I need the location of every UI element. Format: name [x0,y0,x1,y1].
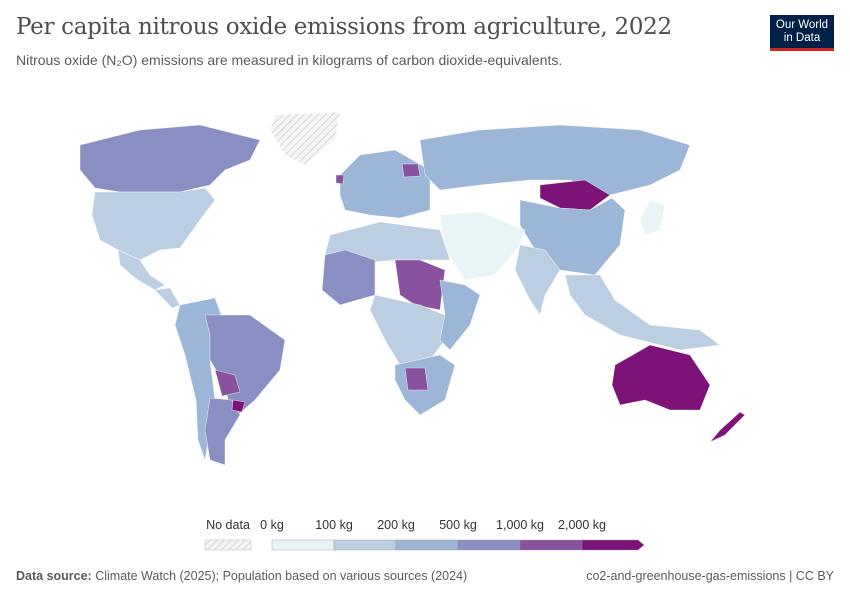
legend-tick-label: 100 kg [315,518,353,532]
legend-bin[interactable] [581,539,645,551]
country-uruguay[interactable] [231,399,246,413]
country-india[interactable] [514,244,561,316]
country-paraguay[interactable] [214,369,241,397]
country-australia[interactable] [611,344,711,411]
country-east-africa[interactable] [439,279,481,351]
country-russia[interactable] [419,124,691,196]
logo-line2: in Data [783,32,821,44]
legend-tick-label: 1,000 kg [496,518,544,532]
footer-right[interactable]: co2-and-greenhouse-gas-emissions | CC BY [586,569,834,583]
legend-tick-label: 200 kg [377,518,415,532]
country-brazil[interactable] [204,314,286,421]
world-map [79,111,746,466]
country-greenland[interactable] [269,111,341,166]
legend-tick-label: 500 kg [439,518,477,532]
owid-logo[interactable]: Our World in Data [770,15,834,51]
source-label: Data source: [16,569,92,583]
legend-tick-label: 2,000 kg [558,518,606,532]
source-text[interactable]: Climate Watch (2025); Population based o… [95,569,468,583]
country-sudan-chad[interactable] [394,259,446,311]
logo-line1: Our World [775,19,829,31]
country-southeast-asia[interactable] [564,274,721,351]
legend-bin[interactable] [395,539,459,551]
country-botswana[interactable] [404,367,429,391]
legend-no-data-swatch [204,539,252,551]
page-title: Per capita nitrous oxide emissions from … [16,14,672,40]
page-subtitle: Nitrous oxide (N₂O) emissions are measur… [16,52,563,68]
legend-no-data-label: No data [206,518,250,532]
legend-bin[interactable] [333,539,397,551]
country-belarus[interactable] [401,163,421,178]
country-new-zealand[interactable] [709,411,746,443]
country-canada[interactable] [79,124,261,193]
legend-tick-label: 0 kg [260,518,284,532]
legend-bin[interactable] [457,539,521,551]
data-source: Data source: Climate Watch (2025); Popul… [16,569,467,583]
legend-bin[interactable] [271,539,335,551]
legend-bin[interactable] [519,539,583,551]
country-japan[interactable] [639,199,666,236]
country-mexico[interactable] [117,249,166,291]
country-united-states[interactable] [91,187,216,261]
country-ireland[interactable] [335,174,345,185]
